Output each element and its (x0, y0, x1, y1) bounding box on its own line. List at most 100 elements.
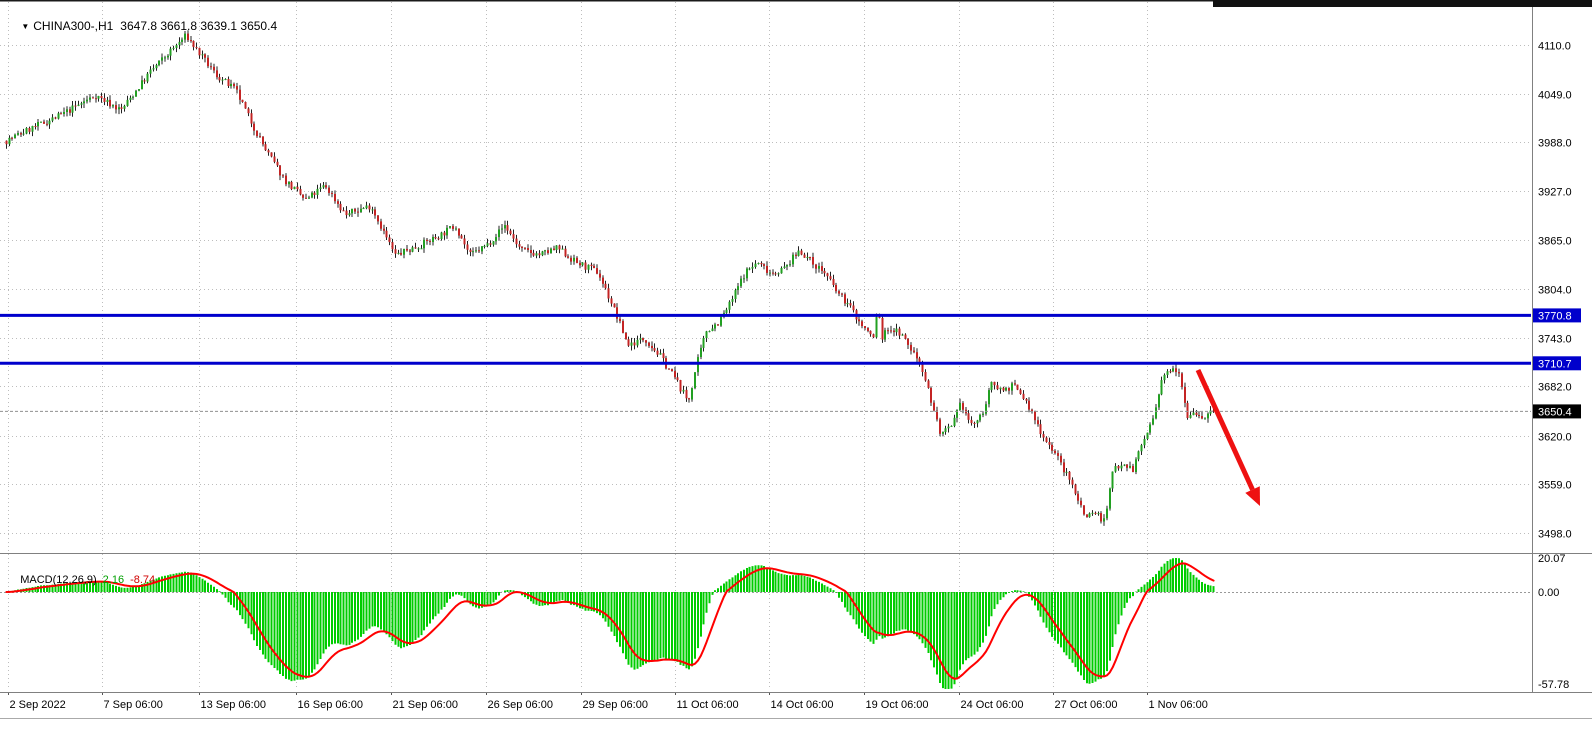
candle-body (625, 332, 627, 340)
candle-body (377, 215, 379, 222)
candle-wicks (6, 30, 1214, 526)
candle-body (452, 226, 454, 229)
candle-body (642, 338, 644, 341)
time-tick-label: 2 Sep 2022 (10, 699, 66, 711)
candle-body (893, 330, 895, 333)
candle-body (244, 102, 247, 109)
candle-body (1088, 513, 1091, 518)
macd-signal-line (5, 562, 1215, 680)
candle-body (25, 128, 28, 134)
candle-body (486, 243, 489, 246)
candle-body (1068, 471, 1071, 480)
candle-body (74, 105, 77, 107)
candle-body (558, 245, 561, 250)
candle-body (443, 232, 446, 236)
candle-body (184, 33, 186, 40)
candle-body (734, 290, 737, 299)
candle-body (429, 241, 431, 242)
candle-body (904, 334, 907, 339)
candle-body (48, 120, 51, 125)
symbol-dropdown-icon[interactable]: ▼ (21, 22, 30, 31)
candle-body (962, 403, 964, 410)
candle-body (1016, 384, 1019, 390)
candle-body (541, 251, 544, 256)
time-tick-label: 16 Sep 06:00 (298, 699, 363, 711)
candle-body (1123, 464, 1126, 466)
candle-body (555, 245, 558, 250)
candle-body (728, 301, 731, 310)
candle-body (469, 249, 472, 252)
candle-body (1155, 407, 1157, 419)
candle-body (1146, 432, 1149, 439)
candle-body (164, 57, 166, 59)
candle-body (259, 136, 261, 138)
candle-body (132, 96, 134, 98)
price-tick-label: 3620.0 (1538, 432, 1572, 444)
candle-body (990, 381, 993, 391)
candle-body (579, 262, 581, 266)
candle-body (1114, 466, 1117, 472)
candle-body (1181, 373, 1183, 387)
candle-body (236, 86, 238, 90)
candle-body (518, 244, 521, 247)
trend-arrow-head (1245, 486, 1260, 506)
candle-body (996, 385, 999, 390)
candle-body (230, 83, 232, 87)
candle-body (207, 57, 209, 67)
candle-body (688, 398, 690, 400)
candle-body (901, 334, 904, 336)
candle-body (1120, 465, 1123, 469)
candle-body (1204, 418, 1206, 420)
candle-body (1008, 387, 1010, 391)
candle-body (1163, 374, 1166, 381)
candle-body (337, 201, 339, 204)
candle-body (1140, 445, 1143, 452)
candle-body (411, 247, 414, 252)
candle-body (247, 108, 250, 114)
time-tick-label: 7 Sep 06:00 (104, 699, 163, 711)
candle-body (524, 247, 526, 249)
candle-body (947, 426, 950, 429)
candle-body (143, 80, 146, 82)
candle-body (241, 99, 244, 102)
candle-body (812, 257, 814, 265)
candle-body (267, 150, 270, 153)
candle-body (645, 340, 647, 343)
candle-body (953, 417, 956, 426)
candle-body (573, 257, 575, 262)
top-right-black-bar (1213, 0, 1592, 7)
candle-body (849, 303, 852, 306)
candle-body (311, 192, 313, 198)
time-tick-label: 29 Sep 06:00 (583, 699, 648, 711)
candle-body (881, 317, 884, 340)
candle-body (717, 324, 719, 326)
candle-body (446, 227, 448, 236)
candle-body (1042, 434, 1045, 438)
candle-body (345, 210, 348, 216)
candle-body (1051, 444, 1053, 451)
candle-body (449, 226, 451, 228)
price-tick-label: 3682.0 (1538, 382, 1572, 394)
candle-body (115, 105, 117, 110)
candle-body (780, 268, 783, 274)
candle-body (1065, 471, 1068, 473)
candle-body (564, 248, 567, 257)
candle-body (371, 209, 374, 211)
candle-body (118, 107, 120, 110)
candle-body (656, 350, 659, 355)
candle-body (1037, 420, 1039, 425)
candle-body (956, 410, 958, 418)
candle-body (1212, 410, 1215, 412)
candle-body (466, 244, 469, 250)
candle-body (83, 101, 85, 104)
candle-body (276, 161, 279, 166)
trend-arrow[interactable] (1195, 368, 1260, 506)
candle-body (959, 403, 961, 410)
candle-body (224, 79, 227, 80)
candle-body (751, 266, 754, 269)
candle-body (544, 250, 546, 252)
candle-body (187, 33, 189, 41)
candle-body (599, 273, 601, 278)
candle-body (818, 266, 820, 269)
